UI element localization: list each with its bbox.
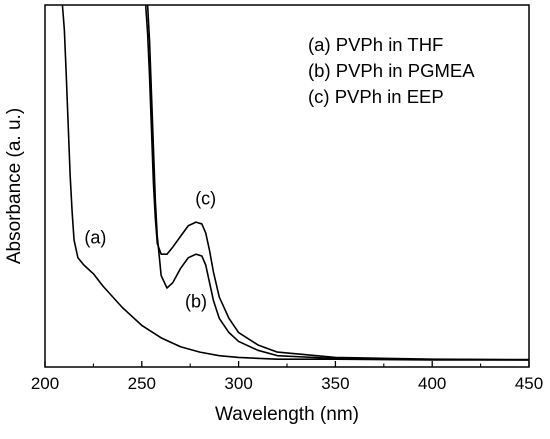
x-tick-label: 300 xyxy=(224,374,252,393)
axis-ticks: 200 250 300 350 400 450 xyxy=(31,361,543,393)
series-annotation: (c) xyxy=(195,188,216,208)
x-tick-label: 200 xyxy=(31,374,59,393)
legend-entry: (a) PVPh in THF xyxy=(308,34,443,55)
legend-entry: (b) PVPh in PGMEA xyxy=(308,60,475,81)
series-annotation: (b) xyxy=(185,292,207,312)
x-axis-title: Wavelength (nm) xyxy=(215,404,359,425)
legend: (a) PVPh in THF (b) PVPh in PGMEA (c) PVPh… xyxy=(308,34,475,107)
series-line-a xyxy=(61,5,529,361)
x-tick-label: 450 xyxy=(515,374,543,393)
series-line-c xyxy=(144,5,529,361)
legend-entry: (c) PVPh in EEP xyxy=(308,86,444,107)
annotations: (a) (b) (c) xyxy=(84,188,216,311)
x-tick-label: 350 xyxy=(321,374,349,393)
series-layer xyxy=(61,5,529,361)
series-annotation: (a) xyxy=(84,228,106,248)
series-line-b xyxy=(146,5,529,361)
y-axis-title: Absorbance (a. u.) xyxy=(4,108,25,264)
x-tick-label: 400 xyxy=(418,374,446,393)
x-tick-label: 250 xyxy=(128,374,156,393)
